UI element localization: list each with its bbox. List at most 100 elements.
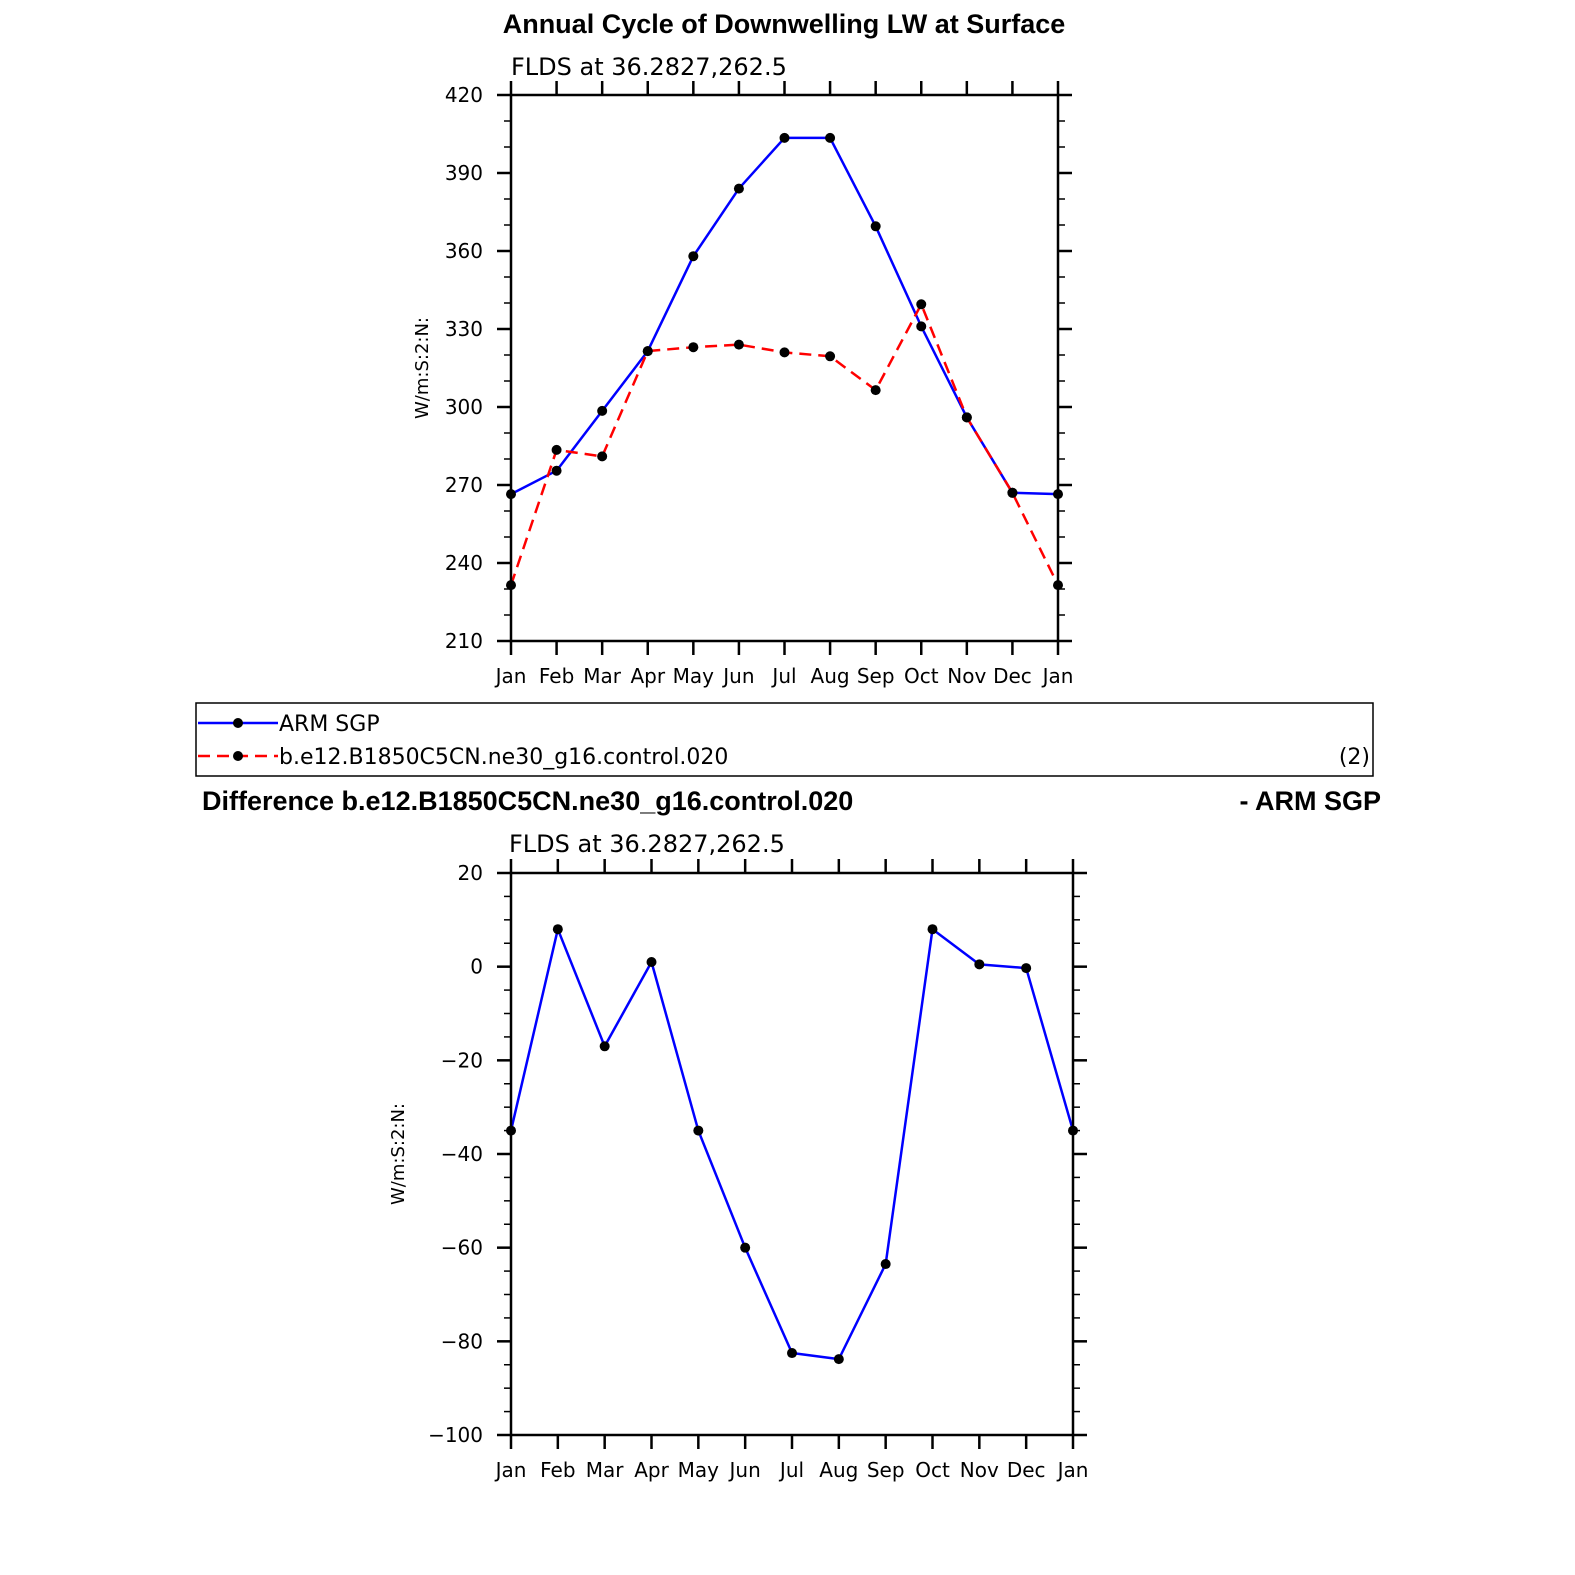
x-tick-label-sep: Sep: [857, 664, 895, 688]
data-point-0-oct: [916, 321, 927, 332]
plot-frame: [509, 93, 1060, 643]
y-tick-label: −60: [441, 1236, 483, 1260]
data-point-1-oct: [916, 299, 927, 310]
difference-y-axis-label: W/m:S:2:N:: [388, 1103, 409, 1205]
data-point-1-nov: [961, 412, 972, 423]
y-tick-label: −80: [441, 1329, 483, 1353]
legend-label-model: b.e12.B1850C5CN.ne30_g16.control.020: [279, 745, 728, 770]
data-point-1-dec: [1007, 487, 1018, 498]
x-tick-label-nov: Nov: [960, 1458, 999, 1482]
data-point-1-feb: [551, 444, 562, 455]
difference-chart: Difference b.e12.B1850C5CN.ne30_g16.cont…: [202, 786, 1381, 1482]
x-tick-label-jul: Jul: [770, 664, 796, 688]
data-point-1-apr: [642, 346, 653, 357]
x-tick-label-jun: Jun: [721, 664, 754, 688]
data-point-0-mar: [599, 1041, 610, 1052]
y-tick-label: 360: [445, 239, 483, 263]
tick-marks: [497, 859, 1087, 1449]
legend-label-arm-sgp: ARM SGP: [279, 712, 380, 737]
series-line-0: [509, 927, 1075, 1361]
x-tick-label-aug: Aug: [811, 664, 850, 688]
data-point-1-aug: [825, 351, 836, 362]
tick-marks: [497, 81, 1072, 655]
data-point-1-sep: [870, 385, 881, 396]
y-tick-label: 390: [445, 161, 483, 185]
series-lines: [506, 924, 1078, 1365]
y-tick-label: 20: [458, 861, 483, 885]
x-tick-label-may: May: [673, 664, 715, 688]
data-point-0-sep: [870, 221, 881, 232]
y-tick-label: 420: [445, 83, 483, 107]
x-tick-label-feb: Feb: [540, 1458, 575, 1482]
x-tick-label-jan: Jan: [1056, 1458, 1089, 1482]
chart-title: Annual Cycle of Downwelling LW at Surfac…: [503, 9, 1066, 39]
x-tick-label-mar: Mar: [583, 664, 622, 688]
x-tick-label-aug: Aug: [819, 1458, 858, 1482]
data-point-0-may: [688, 251, 699, 262]
x-tick-label-jun: Jun: [728, 1458, 761, 1482]
data-point-0-aug: [833, 1354, 844, 1365]
legend-marker-model: [233, 751, 243, 761]
legend-note: (2): [1339, 745, 1370, 770]
difference-plot-frame: [509, 871, 1075, 1437]
legend-box: [195, 702, 1374, 777]
x-tick-label-dec: Dec: [993, 664, 1032, 688]
x-tick-label-dec: Dec: [1007, 1458, 1046, 1482]
y-axis-label: W/m:S:2:N:: [412, 317, 433, 419]
x-tick-labels: Jan Feb Mar Apr May Jun Jul Aug Sep Oct Nov Dec Jan: [494, 664, 1074, 688]
y-tick-label: −20: [441, 1048, 483, 1072]
legend: ARM SGP b.e12.B1850C5CN.ne30_g16.control…: [195, 702, 1374, 777]
annual-cycle-chart: Annual Cycle of Downwelling LW at Surfac…: [412, 9, 1073, 688]
difference-subtitle: FLDS at 36.2827,262.5: [509, 830, 785, 858]
data-point-1-jul: [779, 347, 790, 358]
data-point-0-mar: [597, 405, 608, 416]
x-tick-label-sep: Sep: [867, 1458, 905, 1482]
x-tick-label-nov: Nov: [947, 664, 986, 688]
y-tick-labels: −100 −80 −60 −40 −20 0 20: [428, 861, 483, 1447]
y-tick-label: −100: [428, 1423, 483, 1447]
x-tick-labels: Jan Feb Mar Apr May Jun Jul Aug Sep Oct Nov Dec Jan: [494, 1458, 1089, 1482]
x-tick-label-jan: Jan: [494, 664, 527, 688]
data-point-0-jun: [733, 183, 744, 194]
data-point-0-apr: [646, 956, 657, 967]
difference-title-right: - ARM SGP: [1240, 786, 1382, 816]
y-tick-label: −40: [441, 1142, 483, 1166]
x-tick-label-oct: Oct: [915, 1458, 950, 1482]
data-point-1-jun: [733, 339, 744, 350]
y-tick-label: 330: [445, 317, 483, 341]
data-point-0-jun: [740, 1242, 751, 1253]
data-point-0-feb: [552, 924, 563, 935]
x-tick-label-apr: Apr: [634, 1458, 669, 1482]
data-point-0-dec: [1021, 963, 1032, 974]
x-tick-label-oct: Oct: [904, 664, 939, 688]
x-tick-label-apr: Apr: [630, 664, 665, 688]
data-point-0-oct: [927, 924, 938, 935]
chart-subtitle: FLDS at 36.2827,262.5: [511, 53, 787, 81]
y-tick-label: 240: [445, 551, 483, 575]
data-point-0-feb: [551, 465, 562, 476]
y-tick-labels: 210 240 270 300 330 360 390 420: [445, 83, 483, 653]
legend-marker-arm-sgp: [233, 718, 243, 728]
series-lines: [506, 132, 1063, 591]
difference-title: Difference b.e12.B1850C5CN.ne30_g16.cont…: [202, 786, 853, 816]
y-tick-label: 300: [445, 395, 483, 419]
data-point-0-jul: [787, 1348, 797, 1359]
x-tick-label-jan: Jan: [1041, 664, 1074, 688]
x-tick-label-feb: Feb: [539, 664, 574, 688]
y-tick-label: 270: [445, 473, 483, 497]
data-point-0-may: [693, 1125, 704, 1136]
data-point-0-nov: [974, 959, 985, 970]
data-point-1-mar: [597, 451, 608, 462]
data-point-0-jul: [779, 132, 790, 143]
y-tick-label: 210: [445, 629, 483, 653]
x-tick-label-may: May: [678, 1458, 720, 1482]
x-tick-label-mar: Mar: [586, 1458, 625, 1482]
series-line-0: [510, 136, 1059, 496]
y-tick-label: 0: [470, 955, 483, 979]
x-tick-label-jul: Jul: [778, 1458, 804, 1482]
data-point-0-sep: [880, 1259, 891, 1270]
series-line-1: [509, 303, 1060, 586]
data-point-0-aug: [825, 132, 836, 143]
x-tick-label-jan: Jan: [494, 1458, 527, 1482]
